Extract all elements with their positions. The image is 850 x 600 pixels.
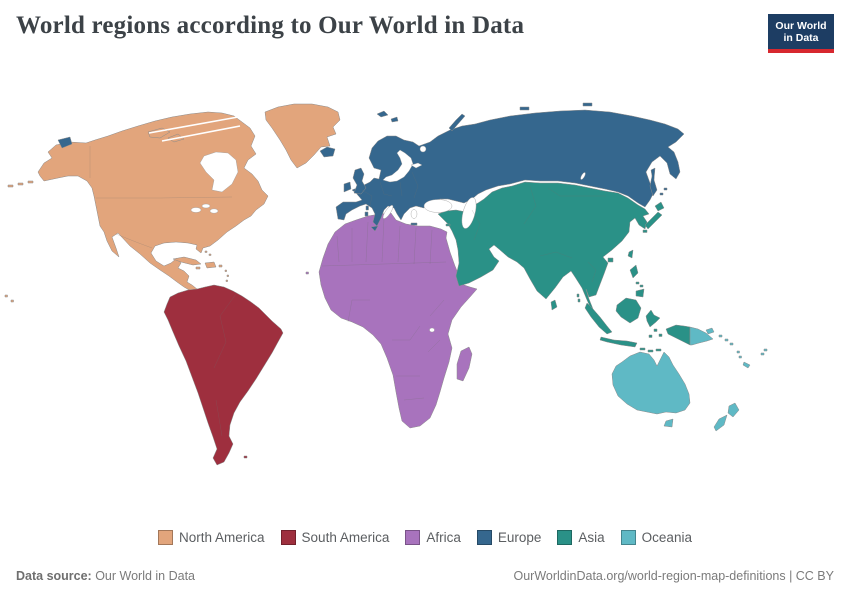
region-south-america[interactable] — [163, 284, 284, 466]
region-europe[interactable] — [57, 102, 685, 232]
legend-swatch-oceania — [620, 530, 636, 545]
license-link[interactable]: OurWorldinData.org/world-region-map-defi… — [513, 569, 834, 583]
owid-logo-box: Our World in Data — [768, 14, 834, 49]
legend-label-africa: Africa — [426, 530, 461, 545]
legend: North America South America Africa Europe As… — [0, 530, 850, 545]
region-africa[interactable] — [305, 212, 478, 429]
legend-swatch-africa — [405, 530, 421, 545]
owid-logo-line1: Our World — [775, 19, 827, 32]
legend-item-europe[interactable]: Europe — [476, 530, 542, 545]
data-source-label: Data source: — [16, 569, 92, 583]
water-overlays — [148, 116, 586, 333]
legend-swatch-south_america — [280, 530, 296, 545]
legend-item-asia[interactable]: Asia — [557, 530, 605, 545]
owid-logo-line2: in Data — [783, 31, 819, 44]
region-asia[interactable] — [437, 181, 691, 353]
legend-item-north_america[interactable]: North America — [158, 530, 265, 545]
region-north-america[interactable] — [4, 103, 341, 303]
legend-item-south_america[interactable]: South America — [280, 530, 390, 545]
legend-label-oceania: Oceania — [641, 530, 692, 545]
page-title: World regions according to Our World in … — [16, 12, 525, 39]
legend-label-europe: Europe — [497, 530, 542, 545]
owid-logo-accent-bar — [768, 49, 834, 53]
footer: Data source: Our World in Data OurWorldi… — [16, 569, 834, 583]
legend-swatch-north_america — [158, 530, 174, 545]
legend-label-north_america: North America — [179, 530, 265, 545]
legend-item-oceania[interactable]: Oceania — [620, 530, 692, 545]
legend-swatch-europe — [476, 530, 492, 545]
data-source-note: Data source: Our World in Data — [16, 569, 195, 583]
legend-label-asia: Asia — [578, 530, 605, 545]
data-source-value: Our World in Data — [91, 569, 196, 583]
country-borders — [89, 146, 606, 437]
legend-item-africa[interactable]: Africa — [405, 530, 461, 545]
owid-logo[interactable]: Our World in Data — [768, 14, 834, 53]
legend-swatch-asia — [557, 530, 573, 545]
legend-label-south_america: South America — [301, 530, 390, 545]
region-oceania[interactable] — [611, 326, 768, 432]
